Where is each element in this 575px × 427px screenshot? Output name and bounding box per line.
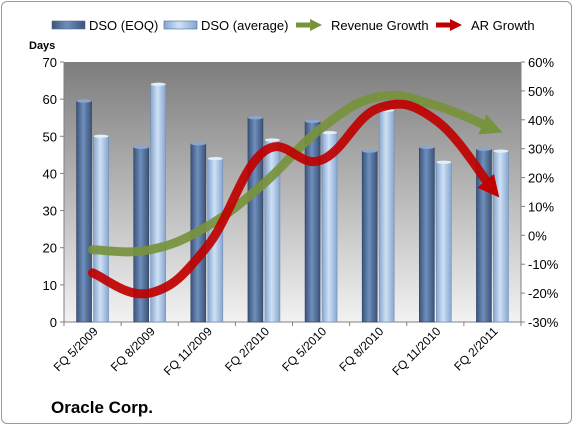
legend-label-revenue-growth: Revenue Growth [331, 18, 429, 33]
legend-label-dso-average: DSO (average) [201, 18, 288, 33]
y2-tick-label: -30% [528, 315, 559, 330]
x-tick-label: FQ 11/2009 [161, 324, 215, 378]
y2-tick-label: 60% [528, 55, 554, 70]
y-tick-label: 40 [43, 166, 57, 181]
y-tick-label: 60 [43, 92, 57, 107]
bar-cap [150, 82, 166, 86]
y2-tick-label: 10% [528, 199, 554, 214]
legend-swatch-dso-eoq [51, 20, 86, 30]
legend-label-dso-eoq: DSO (EOQ) [89, 18, 158, 33]
y-tick-label: 10 [43, 278, 57, 293]
y2-tick-label: 30% [528, 142, 554, 157]
bar-cap [493, 149, 509, 153]
legend-swatch-dso-average [163, 20, 198, 30]
bar-cap [419, 145, 435, 150]
x-tick-label: FQ 5/2009 [51, 324, 101, 374]
y-tick-label: 20 [43, 241, 57, 256]
y2-tick-label: 40% [528, 113, 554, 128]
bar-cap [476, 147, 492, 151]
x-tick-label: FQ 2/2011 [451, 324, 501, 374]
y2-tick-label: 50% [528, 84, 554, 99]
bar-dso-eoq [361, 150, 378, 323]
y2-tick-label: -10% [528, 257, 559, 272]
y-axis-title: Days [29, 40, 56, 52]
bar-cap [264, 138, 280, 142]
bar-cap [133, 145, 149, 150]
bar-cap [190, 142, 206, 146]
x-tick-label: FQ 11/2010 [389, 324, 443, 378]
x-tick-label: FQ 8/2010 [336, 324, 386, 374]
bar-cap [322, 130, 338, 135]
x-tick-label: FQ 2/2010 [222, 324, 272, 374]
bar-dso-average [378, 109, 395, 323]
bar-cap [207, 156, 223, 161]
y-tick-label: 50 [43, 129, 57, 144]
y2-tick-label: -20% [528, 286, 559, 301]
bar-dso-average [436, 161, 452, 323]
bar-cap [305, 119, 321, 124]
legend-label-ar-growth: AR Growth [471, 18, 535, 33]
y-tick-label: 30 [43, 204, 57, 219]
bar-cap [247, 116, 263, 120]
bar-dso-eoq [76, 100, 92, 323]
bar-cap [76, 99, 92, 103]
ar-growth-line [88, 99, 500, 299]
y-tick-label: 0 [50, 315, 57, 330]
bar-dso-average [493, 150, 509, 323]
bar-dso-average [93, 135, 109, 323]
x-tick-label: FQ 5/2010 [279, 324, 329, 374]
bar-cap [362, 149, 378, 153]
bar-dso-eoq [304, 121, 321, 323]
bar-dso-eoq [247, 117, 264, 323]
bar-cap [93, 134, 109, 138]
plot-area [64, 62, 521, 322]
chart-subtitle: Oracle Corp. [51, 398, 154, 417]
y2-tick-label: 0% [528, 228, 547, 243]
bar-cap [436, 160, 452, 164]
y2-tick-label: 20% [528, 171, 554, 186]
bar-dso-eoq [419, 147, 435, 323]
y-tick-label: 70 [43, 55, 57, 70]
x-tick-label: FQ 8/2009 [108, 324, 158, 374]
